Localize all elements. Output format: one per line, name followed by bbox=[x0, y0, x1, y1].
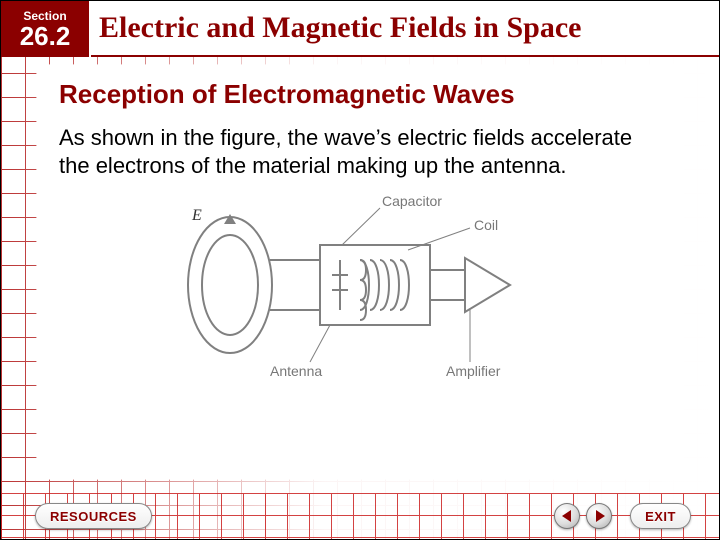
content-body: As shown in the figure, the wave’s elect… bbox=[59, 124, 661, 180]
exit-label: EXIT bbox=[645, 509, 676, 524]
figure-label-E: E bbox=[191, 207, 202, 224]
resources-button[interactable]: RESOURCES bbox=[35, 503, 152, 529]
figure-label-coil: Coil bbox=[474, 217, 498, 233]
resources-label: RESOURCES bbox=[50, 509, 137, 524]
content-subtitle: Reception of Electromagnetic Waves bbox=[59, 79, 661, 110]
slide-title: Electric and Magnetic Fields in Space bbox=[91, 11, 581, 45]
section-number: 26.2 bbox=[20, 23, 71, 49]
figure-svg: E bbox=[170, 190, 550, 380]
nav-buttons bbox=[554, 503, 612, 529]
figure-label-antenna: Antenna bbox=[270, 363, 322, 379]
prev-button[interactable] bbox=[554, 503, 580, 529]
content-area: Reception of Electromagnetic Waves As sh… bbox=[37, 65, 683, 479]
slide-header: Section 26.2 Electric and Magnetic Field… bbox=[1, 1, 719, 57]
exit-button[interactable]: EXIT bbox=[630, 503, 691, 529]
footer-bar: RESOURCES EXIT bbox=[1, 493, 719, 539]
chevron-left-icon bbox=[562, 510, 571, 522]
section-box: Section 26.2 bbox=[1, 1, 91, 57]
antenna-circuit-figure: E bbox=[59, 190, 661, 380]
chevron-right-icon bbox=[596, 510, 605, 522]
figure-label-capacitor: Capacitor bbox=[382, 193, 442, 209]
title-box: Electric and Magnetic Fields in Space bbox=[91, 1, 719, 57]
next-button[interactable] bbox=[586, 503, 612, 529]
figure-label-amplifier: Amplifier bbox=[446, 363, 501, 379]
